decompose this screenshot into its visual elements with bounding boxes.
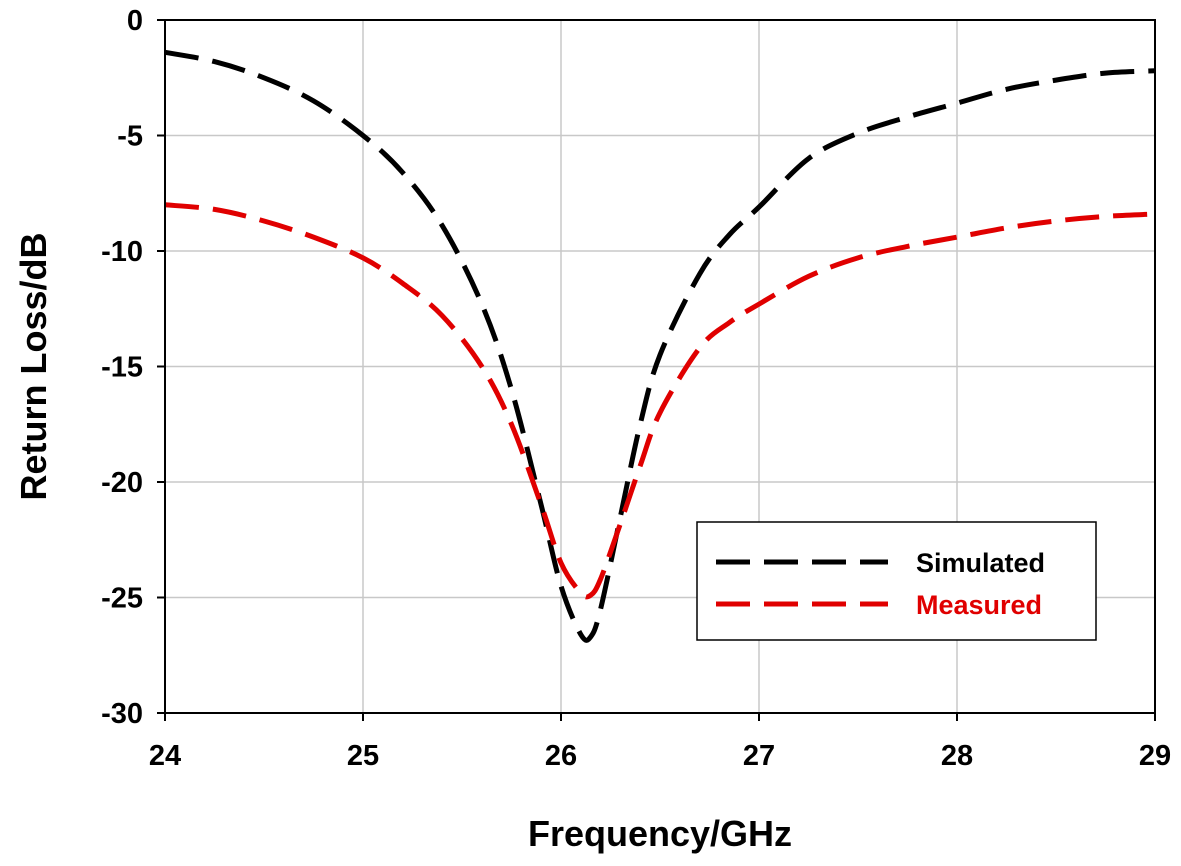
legend-label-measured: Measured — [916, 590, 1042, 620]
x-tick-label: 29 — [1139, 740, 1171, 772]
y-tick-label: -30 — [101, 698, 143, 730]
series-layer — [164, 49, 1156, 643]
legend-box — [696, 521, 1097, 641]
y-tick-label: -10 — [101, 236, 143, 268]
x-tick-label: 28 — [941, 740, 973, 772]
legend-label-simulated: Simulated — [916, 548, 1045, 578]
y-tick-label: -25 — [101, 583, 143, 615]
x-tick-label: 26 — [545, 740, 577, 772]
series-line-simulated — [164, 49, 1156, 643]
y-tick-label: -15 — [101, 352, 143, 384]
legend: Simulated Measured — [696, 521, 1097, 641]
series-line-measured — [164, 202, 1156, 600]
tick-labels: 24 25 26 27 28 29 0 -5 -10 -15 -20 -25 -30 — [101, 5, 1171, 772]
x-tick-label: 27 — [743, 740, 775, 772]
x-tick-label: 24 — [149, 740, 181, 772]
x-tick-label: 25 — [347, 740, 379, 772]
y-tick-label: 0 — [127, 5, 143, 37]
x-axis-title: Frequency/GHz — [528, 813, 792, 854]
y-tick-label: -5 — [117, 121, 143, 153]
y-tick-label: -20 — [101, 467, 143, 499]
y-axis-title: Return Loss/dB — [13, 232, 54, 500]
